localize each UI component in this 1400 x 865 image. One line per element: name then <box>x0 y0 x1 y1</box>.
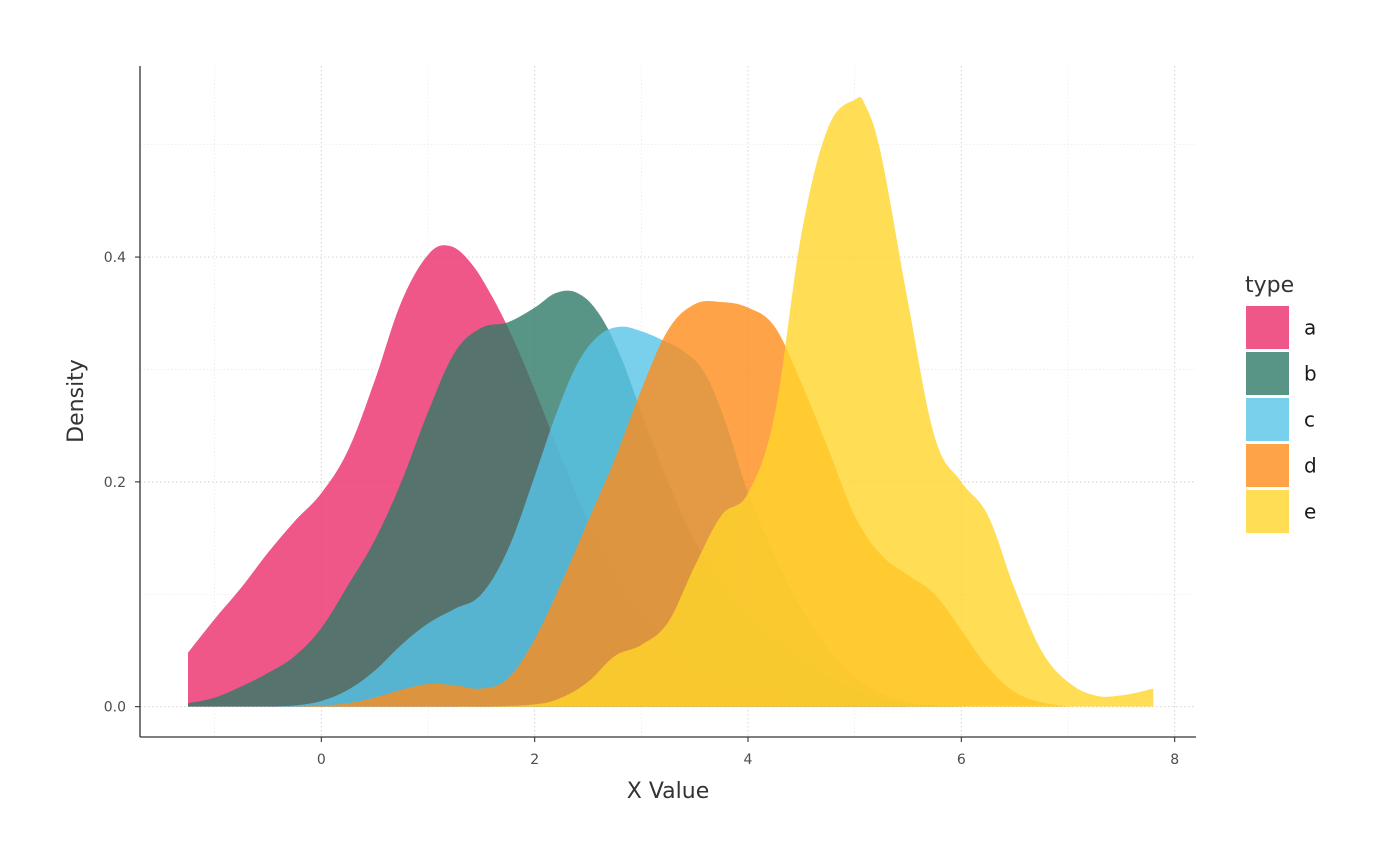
y-tick-label: 0.2 <box>104 475 126 491</box>
x-tick-label: 0 <box>317 752 326 768</box>
legend-label-b: b <box>1304 362 1317 386</box>
density-area-e <box>428 97 1154 707</box>
series-layer <box>188 97 1154 707</box>
y-tick-label: 0.0 <box>104 700 126 716</box>
legend-label-d: d <box>1304 454 1317 478</box>
legend-key-b <box>1246 352 1289 395</box>
x-tick-label: 8 <box>1170 752 1179 768</box>
y-tick-label: 0.4 <box>104 250 126 266</box>
x-tick-label: 4 <box>744 752 753 768</box>
y-axis-title: Density <box>64 359 89 443</box>
legend-label-e: e <box>1304 500 1316 524</box>
legend-label-a: a <box>1304 316 1316 340</box>
legend-key-a <box>1246 306 1289 349</box>
legend-key-d <box>1246 444 1289 487</box>
x-tick-label: 6 <box>957 752 966 768</box>
legend-title: type <box>1245 273 1294 298</box>
legend-key-e <box>1246 490 1289 533</box>
legend-key-c <box>1246 398 1289 441</box>
legend-label-c: c <box>1304 408 1315 432</box>
x-tick-label: 2 <box>530 752 539 768</box>
x-axis-title: X Value <box>627 779 709 804</box>
grid-layer <box>140 66 1196 737</box>
axis-layer: 0 2 4 6 8 0.0 0.2 0.4 <box>104 66 1196 768</box>
